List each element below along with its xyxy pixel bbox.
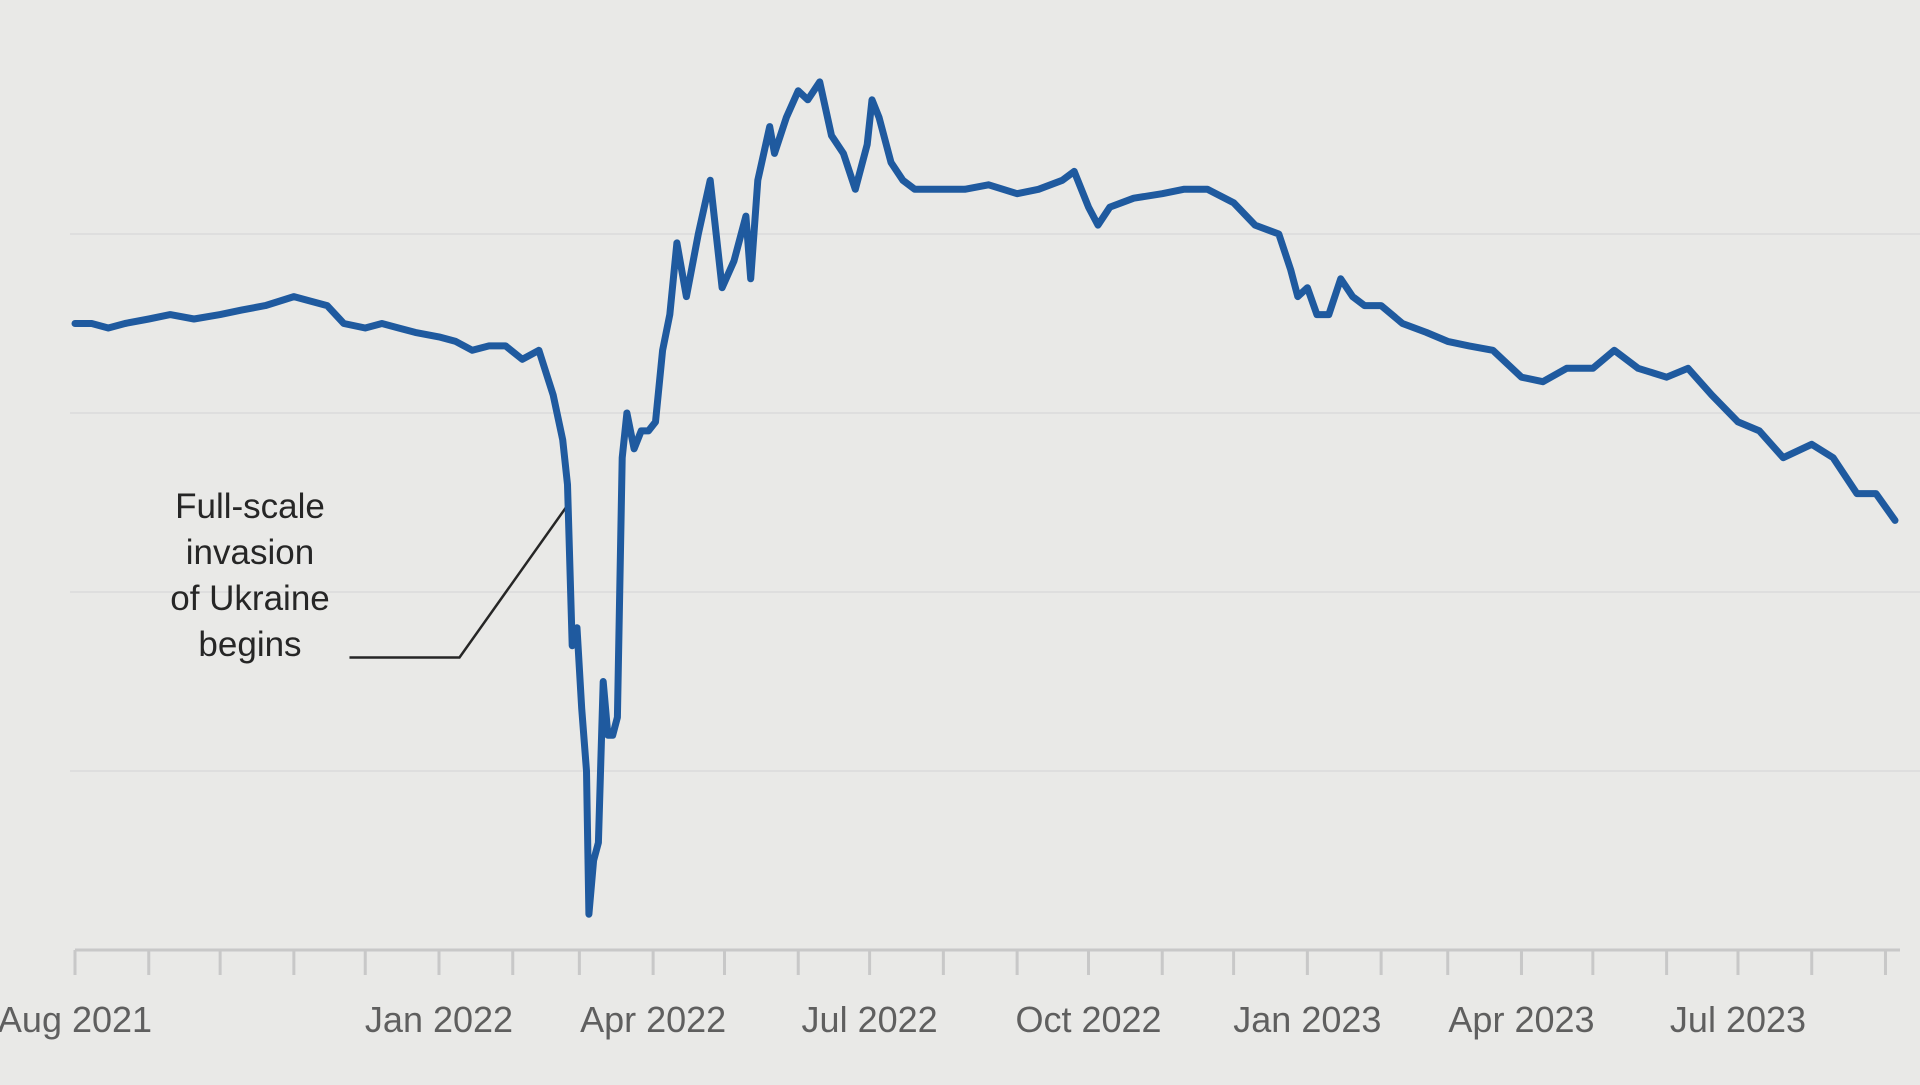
x-tick-label: Apr 2023 (1448, 999, 1594, 1040)
series-layer (71, 78, 1899, 918)
x-axis: Aug 2021 Jan 2022 Apr 2022 Jul 2022 Oct 2022… (0, 948, 1900, 1040)
annotation-text-line-1: Full-scale (175, 487, 325, 526)
annotation-text-line-4: begins (198, 625, 301, 664)
annotation-text-line-2: invasion (186, 533, 314, 572)
grid-layer (70, 233, 1920, 772)
annotation-leader-line (349, 501, 571, 659)
series-line-1 (71, 78, 1899, 918)
x-tick-label: Oct 2022 (1015, 999, 1161, 1040)
x-tick-label: Apr 2022 (580, 999, 726, 1040)
x-tick-label: Jul 2023 (1670, 999, 1806, 1040)
x-tick-label: Jul 2022 (802, 999, 938, 1040)
x-tick-label: Jan 2023 (1233, 999, 1381, 1040)
x-tick-label: Aug 2021 (0, 999, 152, 1040)
x-tick-label: Jan 2022 (365, 999, 513, 1040)
annotation-text-line-3: of Ukraine (170, 579, 330, 618)
annotation-layer: Full-scale invasion of Ukraine begins (170, 487, 571, 664)
